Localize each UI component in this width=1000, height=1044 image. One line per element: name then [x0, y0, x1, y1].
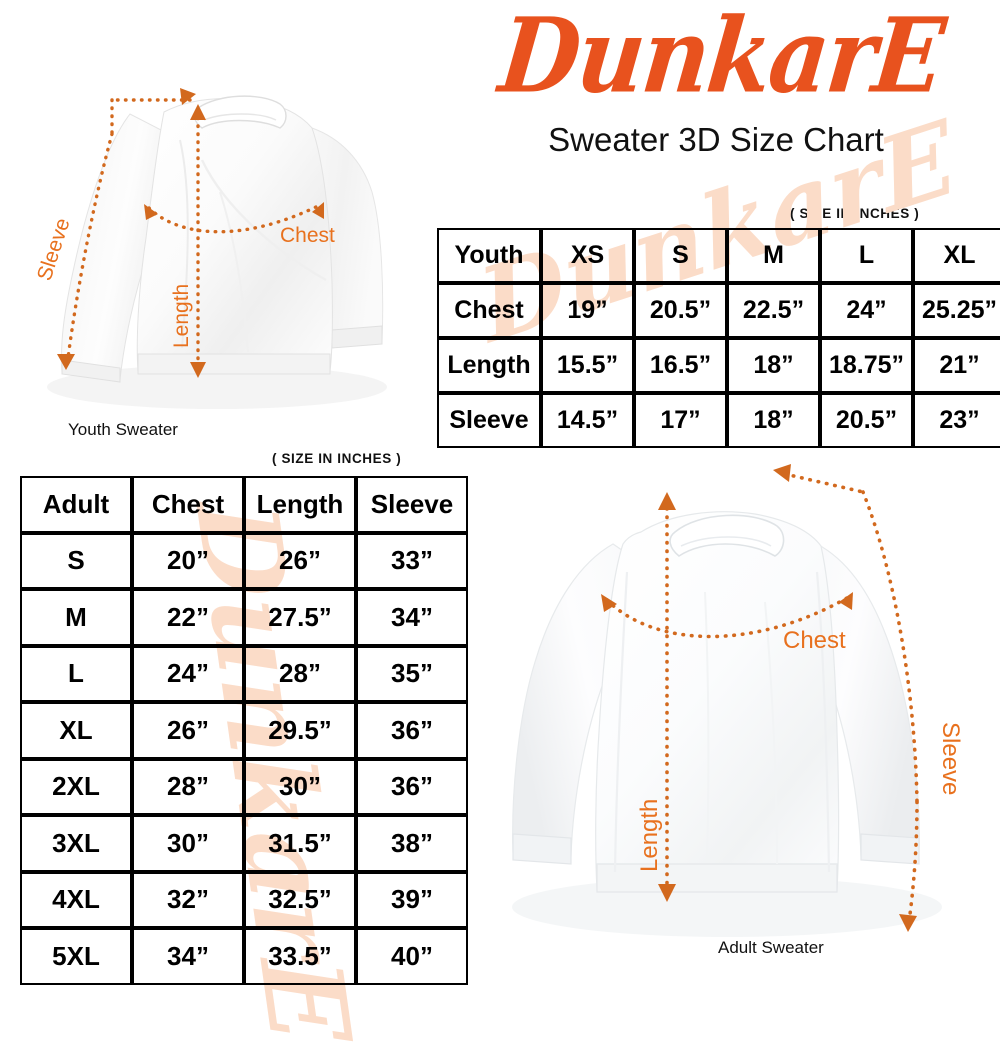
adult-row-label-s: S	[20, 532, 132, 589]
youth-col-header-xs: XS	[541, 228, 634, 283]
adult-2xl-sleeve: 36”	[356, 758, 468, 815]
adult-chest-label: Chest	[783, 627, 846, 654]
page-title: Sweater 3D Size Chart	[548, 121, 884, 159]
youth-chest-m: 22.5”	[727, 283, 820, 338]
adult-2xl-length: 30”	[244, 758, 356, 815]
youth-chest-label: Chest	[280, 224, 335, 247]
adult-2xl-chest: 28”	[132, 758, 244, 815]
adult-sweater-figure: Chest Length Sleeve	[465, 452, 990, 957]
adult-l-chest: 24”	[132, 645, 244, 702]
youth-chest-l: 24”	[820, 283, 913, 338]
youth-sleeve-xl: 23”	[913, 393, 1000, 448]
adult-sleeve-label: Sleeve	[937, 722, 964, 795]
youth-col-header-xl: XL	[913, 228, 1000, 283]
adult-m-length: 27.5”	[244, 589, 356, 646]
adult-length-label: Length	[636, 799, 663, 872]
adult-xl-chest: 26”	[132, 702, 244, 759]
youth-chest-xl: 25.25”	[913, 283, 1000, 338]
brand-logo: DunkarE	[494, 0, 949, 117]
youth-sleeve-l: 20.5”	[820, 393, 913, 448]
adult-4xl-chest: 32”	[132, 871, 244, 928]
table-row: 5XL 34” 33.5” 40”	[20, 928, 468, 985]
youth-size-table: Youth XS S M L XL Chest 19” 20.5” 22.5” …	[437, 228, 1000, 448]
youth-row-label-length: Length	[437, 338, 541, 393]
adult-row-label-5xl: 5XL	[20, 928, 132, 985]
adult-row-label-3xl: 3XL	[20, 815, 132, 872]
adult-xl-length: 29.5”	[244, 702, 356, 759]
adult-col-header-sleeve: Sleeve	[356, 476, 468, 533]
youth-length-m: 18”	[727, 338, 820, 393]
adult-sweater-caption: Adult Sweater	[718, 938, 824, 957]
adult-l-sleeve: 35”	[356, 645, 468, 702]
adult-s-sleeve: 33”	[356, 532, 468, 589]
adult-col-header-chest: Chest	[132, 476, 244, 533]
adult-col-header-length: Length	[244, 476, 356, 533]
youth-length-label: Length	[170, 284, 193, 348]
adult-m-sleeve: 34”	[356, 589, 468, 646]
youth-sleeve-label: Sleeve	[33, 215, 75, 283]
adult-5xl-chest: 34”	[132, 928, 244, 985]
youth-row-label-sleeve: Sleeve	[437, 393, 541, 448]
table-row: S 20” 26” 33”	[20, 532, 468, 589]
adult-units-note: ( SIZE IN INCHES )	[272, 451, 402, 466]
adult-s-length: 26”	[244, 532, 356, 589]
adult-row-label-xl: XL	[20, 702, 132, 759]
adult-row-label-m: M	[20, 589, 132, 646]
adult-xl-sleeve: 36”	[356, 702, 468, 759]
adult-4xl-length: 32.5”	[244, 871, 356, 928]
youth-sweater-figure: Chest Length Sleeve	[12, 42, 432, 442]
youth-col-header-s: S	[634, 228, 727, 283]
adult-3xl-length: 31.5”	[244, 815, 356, 872]
adult-3xl-chest: 30”	[132, 815, 244, 872]
youth-units-note: ( SIZE IN INCHES )	[790, 206, 920, 221]
youth-sweater-caption: Youth Sweater	[68, 420, 178, 439]
youth-length-s: 16.5”	[634, 338, 727, 393]
table-header-row: Adult Chest Length Sleeve	[20, 476, 468, 533]
youth-length-xl: 21”	[913, 338, 1000, 393]
youth-length-l: 18.75”	[820, 338, 913, 393]
youth-sleeve-xs: 14.5”	[541, 393, 634, 448]
adult-row-label-2xl: 2XL	[20, 758, 132, 815]
adult-s-chest: 20”	[132, 532, 244, 589]
table-row: 2XL 28” 30” 36”	[20, 758, 468, 815]
youth-row-label-chest: Chest	[437, 283, 541, 338]
brand-header: DunkarE Sweater 3D Size Chart	[440, 0, 992, 159]
adult-row-label-l: L	[20, 645, 132, 702]
youth-col-header-l: L	[820, 228, 913, 283]
adult-l-length: 28”	[244, 645, 356, 702]
table-row: XL 26” 29.5” 36”	[20, 702, 468, 759]
youth-chest-s: 20.5”	[634, 283, 727, 338]
size-chart-page: DunkarE Sweater 3D Size Chart	[12, 0, 1000, 1044]
adult-3xl-sleeve: 38”	[356, 815, 468, 872]
table-row: L 24” 28” 35”	[20, 645, 468, 702]
adult-m-chest: 22”	[132, 589, 244, 646]
youth-corner-label: Youth	[437, 228, 541, 283]
adult-corner-label: Adult	[20, 476, 132, 533]
table-header-row: Youth XS S M L XL	[437, 228, 1000, 283]
table-row: Chest 19” 20.5” 22.5” 24” 25.25”	[437, 283, 1000, 338]
youth-chest-xs: 19”	[541, 283, 634, 338]
table-row: Sleeve 14.5” 17” 18” 20.5” 23”	[437, 393, 1000, 448]
adult-4xl-sleeve: 39”	[356, 871, 468, 928]
table-row: Length 15.5” 16.5” 18” 18.75” 21”	[437, 338, 1000, 393]
youth-sleeve-s: 17”	[634, 393, 727, 448]
adult-size-table: Adult Chest Length Sleeve S 20” 26” 33” …	[20, 476, 468, 985]
table-row: 3XL 30” 31.5” 38”	[20, 815, 468, 872]
youth-length-xs: 15.5”	[541, 338, 634, 393]
youth-sleeve-m: 18”	[727, 393, 820, 448]
adult-5xl-length: 33.5”	[244, 928, 356, 985]
table-row: M 22” 27.5” 34”	[20, 589, 468, 646]
youth-col-header-m: M	[727, 228, 820, 283]
table-row: 4XL 32” 32.5” 39”	[20, 871, 468, 928]
adult-5xl-sleeve: 40”	[356, 928, 468, 985]
adult-row-label-4xl: 4XL	[20, 871, 132, 928]
